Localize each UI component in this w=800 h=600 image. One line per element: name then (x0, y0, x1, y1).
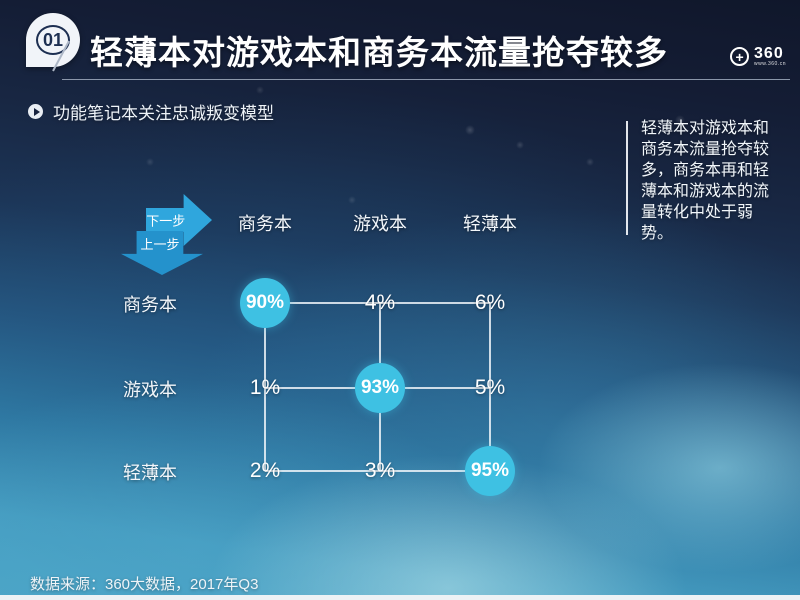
matrix-cell-value: 6% (474, 291, 506, 314)
matrix-row-header-thin: 轻薄本 (123, 463, 177, 483)
matrix-col-header-business: 商务本 (238, 214, 292, 234)
subtitle-text: 功能笔记本关注忠诚叛变模型 (53, 104, 274, 123)
matrix-cell-bubble-r3c3: 95% (465, 446, 515, 496)
matrix-col-header-thin: 轻薄本 (463, 214, 517, 234)
matrix-cell-r2c3: 5% (475, 376, 505, 400)
section-number-badge: 01 (26, 13, 80, 67)
brand-name: 360 (754, 45, 784, 62)
matrix-cell-value: 1% (249, 376, 281, 399)
matrix-cell-bubble-r2c2: 93% (355, 363, 405, 413)
data-source-text: 数据来源：360大数据，2017年Q3 (30, 576, 259, 593)
section-number: 01 (36, 25, 70, 55)
matrix-cell-value: 4% (364, 291, 396, 314)
matrix-col-header-gaming: 游戏本 (353, 214, 407, 234)
side-note-rule (626, 121, 628, 235)
side-note-text: 轻薄本对游戏本和商务本流量抢夺较多，商务本再和轻薄本和游戏本的流量转化中处于弱势… (641, 120, 770, 242)
bottom-edge-bar (0, 595, 800, 600)
matrix-row-header-business: 商务本 (123, 295, 177, 315)
matrix-cell-value: 90% (245, 292, 285, 313)
header-divider (62, 79, 790, 80)
subtitle-row: 功能笔记本关注忠诚叛变模型 (28, 99, 274, 124)
slide-title: 轻薄本对游戏本和商务本流量抢夺较多 (90, 34, 668, 71)
grid-hline-1 (265, 302, 490, 304)
grid-hline-3 (265, 470, 490, 472)
play-bullet-icon (28, 104, 43, 119)
prev-step-label: 上一步 (140, 237, 180, 252)
shield-plus-icon: + (730, 47, 750, 66)
matrix-cell-r1c3: 6% (475, 291, 505, 315)
matrix-cell-value: 93% (360, 377, 400, 398)
matrix-cell-value: 95% (470, 460, 510, 481)
matrix-cell-r2c1: 1% (250, 376, 280, 400)
grid-vline-3 (489, 303, 491, 471)
matrix-cell-value: 5% (474, 376, 506, 399)
matrix-cell-r1c2: 4% (365, 291, 395, 315)
brand-logo-text: 360 www.360.cn (754, 46, 786, 67)
matrix-cell-r3c2: 3% (365, 459, 395, 483)
grid-vline-1 (264, 303, 266, 471)
brand-logo: + 360 www.360.cn (730, 46, 786, 67)
matrix-cell-value: 3% (364, 459, 396, 482)
matrix-row-header-gaming: 游戏本 (123, 380, 177, 400)
matrix-cell-r3c1: 2% (250, 459, 280, 483)
matrix-cell-value: 2% (249, 459, 281, 482)
matrix-cell-bubble-r1c1: 90% (240, 278, 290, 328)
next-step-label: 下一步 (146, 213, 186, 229)
brand-url: www.360.cn (754, 61, 786, 67)
